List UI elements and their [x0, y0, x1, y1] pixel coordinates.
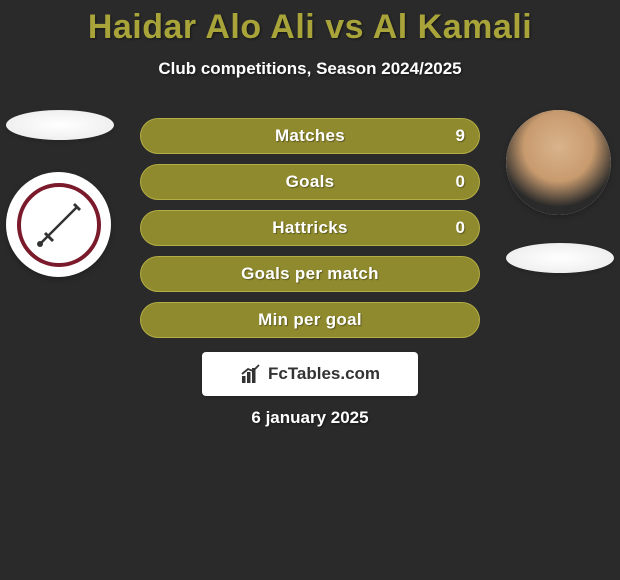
date-text: 6 january 2025 — [0, 408, 620, 428]
stat-right-value: 9 — [456, 126, 465, 146]
stat-right-value: 0 — [456, 218, 465, 238]
club-logo-left — [6, 172, 111, 277]
stat-label: Goals — [286, 172, 335, 192]
chart-icon — [240, 363, 262, 385]
stat-right-value: 0 — [456, 172, 465, 192]
brand-badge: FcTables.com — [202, 352, 418, 396]
stat-label: Goals per match — [241, 264, 379, 284]
infographic-card: Haidar Alo Ali vs Al Kamali Club competi… — [0, 0, 620, 580]
avatar-right-group — [506, 110, 614, 273]
stat-row-hattricks: Hattricks 0 — [140, 210, 480, 246]
sword-icon — [29, 195, 89, 255]
player-photo-right — [506, 110, 611, 215]
page-title: Haidar Alo Ali vs Al Kamali — [0, 0, 620, 47]
club-logo-inner — [17, 183, 101, 267]
avatar-left-group — [6, 110, 114, 277]
brand-text: FcTables.com — [268, 364, 380, 384]
subtitle: Club competitions, Season 2024/2025 — [0, 59, 620, 79]
player-left-placeholder — [6, 110, 114, 140]
stat-label: Min per goal — [258, 310, 362, 330]
stats-list: Matches 9 Goals 0 Hattricks 0 Goals per … — [140, 118, 480, 348]
stat-row-goals: Goals 0 — [140, 164, 480, 200]
club-right-placeholder — [506, 243, 614, 273]
stat-label: Matches — [275, 126, 345, 146]
stat-row-goals-per-match: Goals per match — [140, 256, 480, 292]
stat-row-min-per-goal: Min per goal — [140, 302, 480, 338]
stat-row-matches: Matches 9 — [140, 118, 480, 154]
stat-label: Hattricks — [272, 218, 347, 238]
player-face-placeholder — [506, 110, 611, 215]
